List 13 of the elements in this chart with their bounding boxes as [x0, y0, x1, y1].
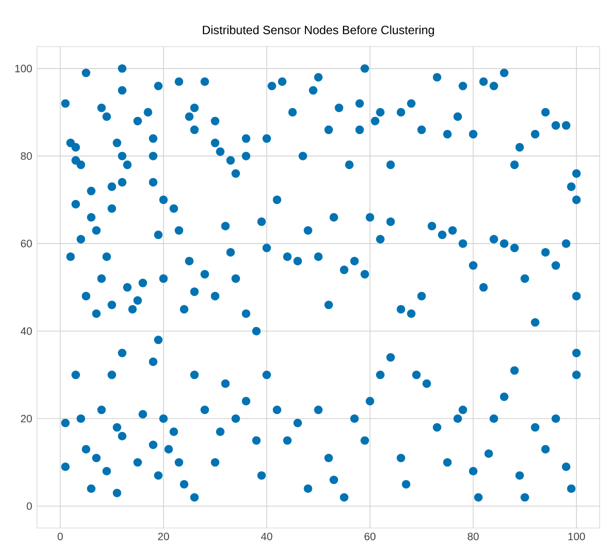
y-tick-label: 20 [20, 414, 32, 422]
x-tick-label: 0 [58, 532, 63, 540]
y-tick-label: 40 [20, 327, 32, 335]
x-tick-label: 20 [158, 532, 169, 540]
x-tick-label: 60 [364, 532, 376, 540]
x-tick-label: 100 [568, 532, 585, 540]
y-tick-label: 60 [20, 240, 32, 248]
x-tick-label: 80 [468, 532, 479, 540]
chart-title: Distributed Sensor Nodes Before Clustering [202, 25, 434, 37]
y-tick-label: 80 [20, 152, 32, 160]
y-tick-label: 100 [15, 64, 32, 72]
x-tick-label: 40 [261, 532, 272, 540]
y-tick-label: 0 [26, 502, 32, 510]
